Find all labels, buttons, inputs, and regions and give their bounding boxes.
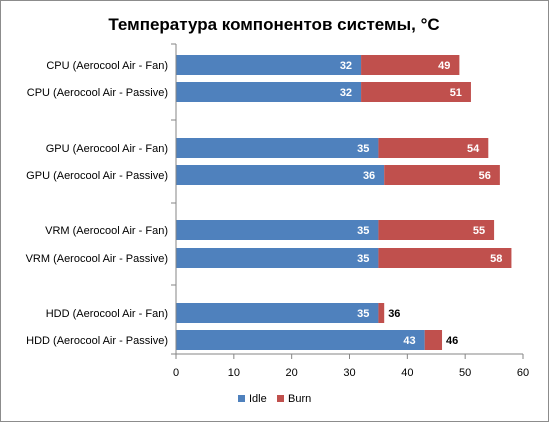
category-label: CPU (Aerocool Air - Fan): [46, 60, 168, 72]
x-tick-label: 60: [517, 367, 529, 379]
burn-value-label: 58: [490, 253, 502, 265]
burn-bar: [378, 248, 512, 268]
category-label: CPU (Aerocool Air - Passive): [27, 87, 168, 99]
idle-bar: [176, 138, 379, 158]
x-tick-label: 20: [286, 367, 298, 379]
idle-value-label: 35: [357, 253, 369, 265]
burn-bar: [378, 220, 495, 240]
idle-value-label: 35: [357, 225, 369, 237]
x-tick-label: 50: [459, 367, 471, 379]
x-tick-label: 10: [228, 367, 240, 379]
burn-value-label: 54: [467, 143, 480, 155]
idle-bar: [176, 330, 425, 350]
idle-bar: [176, 55, 362, 75]
burn-value-label: 46: [446, 335, 458, 347]
idle-bar: [176, 82, 362, 102]
category-label: GPU (Aerocool Air - Passive): [26, 170, 168, 182]
category-label: VRM (Aerocool Air - Fan): [45, 225, 168, 237]
idle-value-label: 35: [357, 143, 369, 155]
category-label: VRM (Aerocool Air - Passive): [26, 253, 168, 265]
legend-swatch: [238, 395, 245, 402]
idle-value-label: 43: [403, 335, 415, 347]
chart-title: Температура компонентов системы, °C: [108, 15, 439, 34]
bars-layer: 32 49 32 51 35 54 36 56 35 55 35 58 35 36 43 46: [176, 55, 512, 350]
idle-bar: [176, 165, 385, 185]
idle-bar: [176, 303, 379, 323]
burn-value-label: 55: [473, 225, 485, 237]
axis-layer: CPU (Aerocool Air - Fan) CPU (Aerocool Ai…: [26, 43, 529, 379]
x-tick-label: 30: [343, 367, 355, 379]
burn-bar: [378, 303, 385, 323]
burn-bar: [361, 55, 460, 75]
x-tick-label: 0: [173, 367, 179, 379]
burn-value-label: 56: [479, 170, 491, 182]
idle-bar: [176, 248, 379, 268]
burn-bar: [384, 165, 500, 185]
burn-value-label: 51: [450, 87, 462, 99]
legend: Idle Burn: [238, 393, 311, 405]
legend-swatch: [277, 395, 284, 402]
idle-value-label: 35: [357, 308, 369, 320]
burn-value-label: 36: [388, 308, 400, 320]
burn-value-label: 49: [438, 60, 450, 72]
legend-label: Idle: [249, 393, 267, 405]
idle-value-label: 32: [340, 87, 352, 99]
idle-value-label: 32: [340, 60, 352, 72]
category-label: HDD (Aerocool Air - Fan): [46, 308, 168, 320]
burn-bar: [424, 330, 443, 350]
x-tick-label: 40: [401, 367, 413, 379]
category-label: GPU (Aerocool Air - Fan): [46, 143, 168, 155]
legend-label: Burn: [288, 393, 311, 405]
category-label: HDD (Aerocool Air - Passive): [26, 335, 168, 347]
idle-value-label: 36: [363, 170, 375, 182]
burn-bar: [361, 82, 471, 102]
idle-bar: [176, 220, 379, 240]
burn-bar: [378, 138, 489, 158]
